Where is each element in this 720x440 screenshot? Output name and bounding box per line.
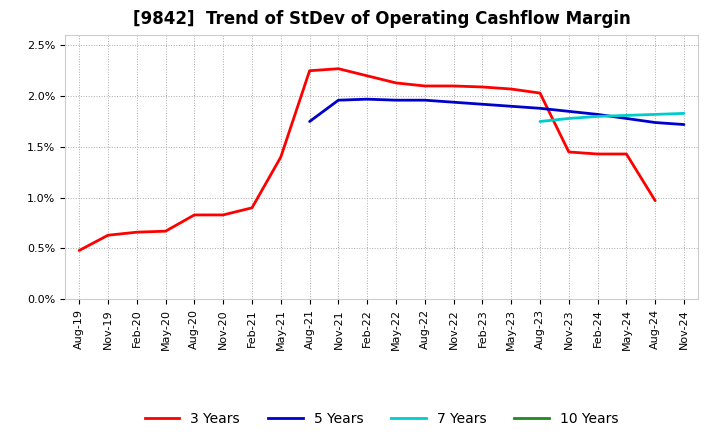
5 Years xyxy=(593,112,602,117)
3 Years xyxy=(564,149,573,154)
3 Years xyxy=(420,83,429,88)
3 Years xyxy=(507,86,516,92)
3 Years xyxy=(305,68,314,73)
Line: 3 Years: 3 Years xyxy=(79,69,655,250)
5 Years xyxy=(564,109,573,114)
7 Years xyxy=(593,114,602,119)
5 Years xyxy=(478,102,487,107)
3 Years xyxy=(363,73,372,78)
3 Years xyxy=(276,154,285,160)
3 Years xyxy=(248,205,256,210)
5 Years xyxy=(305,119,314,124)
3 Years xyxy=(334,66,343,71)
5 Years xyxy=(536,106,544,111)
7 Years xyxy=(622,113,631,118)
3 Years xyxy=(104,233,112,238)
3 Years xyxy=(161,228,170,234)
3 Years xyxy=(219,212,228,217)
5 Years xyxy=(449,99,458,105)
Line: 7 Years: 7 Years xyxy=(540,114,684,121)
5 Years xyxy=(392,98,400,103)
3 Years xyxy=(651,198,660,203)
5 Years xyxy=(651,120,660,125)
Legend: 3 Years, 5 Years, 7 Years, 10 Years: 3 Years, 5 Years, 7 Years, 10 Years xyxy=(139,407,624,432)
3 Years xyxy=(132,230,141,235)
7 Years xyxy=(536,119,544,124)
5 Years xyxy=(680,122,688,127)
5 Years xyxy=(622,116,631,121)
3 Years xyxy=(75,248,84,253)
3 Years xyxy=(536,91,544,96)
Title: [9842]  Trend of StDev of Operating Cashflow Margin: [9842] Trend of StDev of Operating Cashf… xyxy=(132,10,631,28)
3 Years xyxy=(449,83,458,88)
7 Years xyxy=(680,111,688,116)
5 Years xyxy=(334,98,343,103)
5 Years xyxy=(363,96,372,102)
7 Years xyxy=(564,116,573,121)
3 Years xyxy=(392,80,400,85)
5 Years xyxy=(420,98,429,103)
3 Years xyxy=(593,151,602,157)
5 Years xyxy=(507,104,516,109)
3 Years xyxy=(478,84,487,90)
3 Years xyxy=(190,212,199,217)
Line: 5 Years: 5 Years xyxy=(310,99,684,125)
3 Years xyxy=(622,151,631,157)
7 Years xyxy=(651,112,660,117)
